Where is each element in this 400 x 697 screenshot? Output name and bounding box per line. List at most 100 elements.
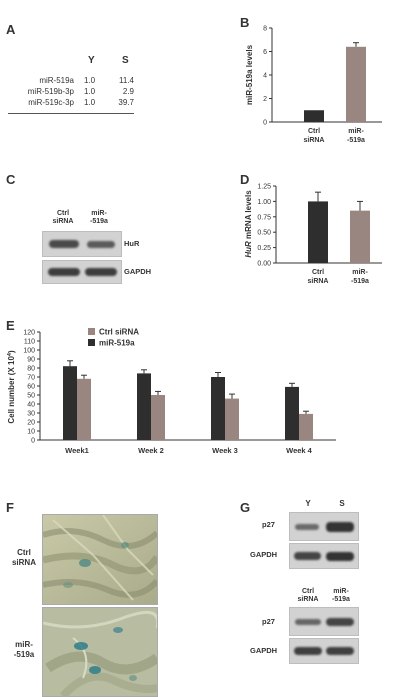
micrograph-mir519a [42, 607, 158, 697]
bar [299, 413, 313, 440]
blot-gapdh-top [289, 543, 359, 569]
x-tick-label: Week 2 [138, 446, 164, 455]
blot-label-gapdh: GAPDH [124, 267, 152, 276]
band [49, 240, 79, 248]
panel-f-label: F [6, 500, 14, 515]
chart-b: 0 2 4 6 8 Ctrl siRNA miR- -519a miR-519a levels [245, 26, 382, 144]
table-row-s: 11.4 [119, 76, 134, 85]
table-col-y: Y [88, 55, 95, 66]
y-tick-label: 50 [27, 393, 35, 400]
blot-label-p27: p27 [262, 617, 275, 626]
x-tick-label: -519a [347, 137, 365, 144]
band [326, 647, 354, 655]
bar [350, 210, 370, 263]
bar [151, 395, 165, 440]
table-row-name: miR-519b-3p [27, 87, 74, 96]
x-tick-label: Week 4 [286, 446, 313, 455]
y-axis-label-end: ) [7, 350, 16, 353]
y-tick-label: 0 [31, 438, 35, 445]
table-row-y: 1.0 [84, 76, 96, 85]
band [294, 552, 321, 560]
blot-hur [42, 231, 122, 257]
band [295, 524, 319, 530]
blot-label-gapdh: GAPDH [250, 550, 278, 559]
bar [346, 46, 366, 122]
row-label: Ctrl siRNA [11, 548, 36, 567]
band [48, 268, 80, 276]
panel-a-label: A [6, 22, 16, 37]
table-row-y: 1.0 [84, 98, 96, 107]
row-label: miR- -519a [13, 640, 35, 659]
legend-label: miR-519a [99, 339, 135, 348]
blot-p27-top [289, 512, 359, 541]
y-tick-label: 70 [27, 375, 35, 382]
x-tick-label: Ctrl [312, 269, 324, 276]
x-tick-label: siRNA [303, 137, 324, 144]
table-row-y: 1.0 [84, 87, 96, 96]
table-row-s: 2.9 [122, 87, 134, 96]
legend-label: Ctrl siRNA [99, 328, 139, 337]
blot-label-hur: HuR [124, 239, 140, 248]
bar [285, 386, 299, 440]
y-tick-label: 60 [27, 384, 35, 391]
blot-label-p27: p27 [262, 520, 275, 529]
table-rule [8, 113, 134, 114]
y-axis-label: HuR mRNA levels [244, 190, 253, 258]
y-tick-label: 20 [27, 420, 35, 427]
y-axis-label: miR-519a levels [245, 44, 254, 105]
bar [77, 378, 91, 440]
x-tick-label: Week1 [65, 446, 89, 455]
table-col-s: S [122, 55, 129, 66]
lane-label: miR- -519a [90, 210, 108, 225]
lane-label: Ctrl siRNA [297, 588, 319, 603]
panel-c-label: C [6, 172, 16, 187]
y-tick-label: 40 [27, 402, 35, 409]
bar [304, 110, 324, 122]
bar [211, 377, 225, 440]
x-tick-label: miR- [348, 128, 364, 135]
y-tick-label: 6 [263, 49, 267, 56]
y-axis-label-main: Cell number (X 10 [7, 356, 16, 424]
y-tick-label: 100 [23, 348, 35, 355]
band [326, 618, 354, 626]
y-tick-label: 90 [27, 357, 35, 364]
y-tick-label: 4 [263, 73, 267, 80]
legend-swatch [88, 339, 95, 346]
chart-e: 0 10 20 30 40 50 60 70 80 90 100 110 120 Week1 Week 2 W… [7, 328, 336, 455]
y-tick-label: 10 [27, 429, 35, 436]
blot-p27-bottom [289, 607, 359, 636]
y-tick-label: 2 [263, 96, 267, 103]
y-tick-label: 1.25 [257, 184, 271, 191]
band [294, 647, 322, 655]
y-axis-label-rest: mRNA levels [244, 190, 253, 241]
chart-d: 0.00 0.25 0.50 0.75 1.00 1.25 Ctrl siRNA miR- -51… [244, 184, 382, 285]
band [326, 552, 354, 561]
band [87, 241, 115, 248]
lane-label: Ctrl siRNA [52, 210, 74, 225]
table-row-s: 39.7 [118, 98, 134, 107]
panel-e-label: E [6, 318, 15, 333]
panel-g-label: G [240, 500, 251, 515]
y-tick-label: 1.00 [257, 199, 271, 206]
x-tick-label: siRNA [307, 278, 328, 285]
bar [308, 201, 328, 263]
panel-b-label: B [240, 15, 250, 30]
y-tick-label: 8 [263, 26, 267, 33]
table-row-name: miR-519a [39, 76, 74, 85]
x-tick-label: -519a [351, 278, 369, 285]
blot-gapdh [42, 260, 122, 284]
lane-label: S [339, 499, 345, 508]
micrograph-mir519a-image [43, 608, 157, 696]
y-tick-label: 0.50 [257, 230, 271, 237]
bar [137, 373, 151, 440]
bar [225, 398, 239, 440]
lane-label: miR- -519a [332, 588, 350, 603]
legend-swatch [88, 328, 95, 335]
y-axis-label-sup: 4 [7, 352, 13, 356]
micrograph-ctrl [42, 514, 158, 605]
x-tick-label: Ctrl [308, 128, 320, 135]
band [295, 619, 321, 625]
y-tick-label: 80 [27, 366, 35, 373]
lane-label: Y [305, 499, 311, 508]
x-tick-label: miR- [352, 269, 368, 276]
